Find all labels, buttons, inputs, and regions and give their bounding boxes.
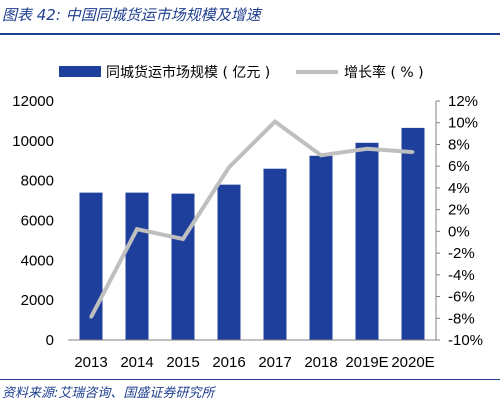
growth-point — [89, 315, 93, 319]
left-axis-ticks: 0 2000 4000 6000 8000 10000 12000 — [12, 93, 54, 349]
y-left-tick-label: 10000 — [12, 133, 54, 150]
y-left-tick-label: 0 — [46, 332, 54, 349]
source-divider — [0, 379, 500, 380]
bar — [263, 168, 287, 340]
legend-bar-label: 同城货运市场规模 ( 亿元 ) — [106, 64, 270, 81]
y-right-tick-label: 0% — [448, 223, 470, 240]
legend: 同城货运市场规模 ( 亿元 ) 增长率 ( % ) — [59, 64, 424, 81]
bars — [79, 127, 425, 340]
x-tick-label: 2016 — [212, 354, 245, 371]
y-right-tick-label: 8% — [448, 136, 470, 153]
legend-line-label: 增长率 ( % ) — [344, 64, 424, 81]
y-left-tick-label: 4000 — [21, 252, 54, 269]
x-tick-label: 2020E — [391, 354, 434, 371]
y-right-tick-label: -6% — [448, 289, 475, 306]
x-tick-label: 2019E — [345, 354, 388, 371]
source-note: 资料来源:艾瑞咨询、国盛证券研究所 — [2, 386, 215, 401]
growth-point — [365, 147, 369, 151]
bar — [217, 184, 241, 340]
growth-line-path — [89, 118, 414, 319]
growth-line — [89, 118, 415, 319]
y-right-tick-label: -8% — [448, 310, 475, 327]
y-right-tick-label: -2% — [448, 245, 475, 262]
x-tick-label: 2017 — [258, 354, 291, 371]
y-right-tick-label: -10% — [448, 332, 483, 349]
bar — [309, 155, 333, 340]
growth-point — [411, 150, 415, 154]
growth-point — [319, 153, 323, 157]
growth-point — [227, 165, 231, 169]
growth-point — [273, 120, 277, 124]
figure-title: 图表 42: 中国同城货运市场规模及增速 — [2, 6, 261, 24]
y-right-tick-label: 4% — [448, 180, 470, 197]
y-right-tick-label: 6% — [448, 158, 470, 175]
bar — [355, 142, 379, 340]
y-left-tick-label: 2000 — [21, 292, 54, 309]
right-axis-ticks: -10% -8% -6% -4% -2% 0% 2% 4% 6% 8% 10% 12% — [436, 93, 483, 349]
y-right-tick-label: 10% — [448, 115, 478, 132]
x-tick-label: 2018 — [304, 354, 337, 371]
y-right-tick-label: 2% — [448, 202, 470, 219]
y-right-tick-label: -4% — [448, 267, 475, 284]
y-left-tick-label: 8000 — [21, 173, 54, 190]
x-tick-label: 2014 — [120, 354, 153, 371]
x-tick-label: 2015 — [166, 354, 199, 371]
bar — [171, 193, 195, 340]
y-right-tick-label: 12% — [448, 93, 478, 110]
growth-point — [135, 227, 139, 231]
y-left-tick-label: 6000 — [21, 213, 54, 230]
growth-point — [181, 237, 185, 241]
axes — [68, 101, 437, 341]
x-tick-label: 2013 — [74, 354, 107, 371]
x-axis-ticks: 2013 2014 2015 2016 2017 2018 2019E 2020E — [74, 354, 434, 371]
bar — [401, 127, 425, 340]
bar — [125, 192, 149, 340]
legend-bar-swatch — [59, 66, 101, 77]
title-divider — [0, 33, 500, 35]
y-left-tick-label: 12000 — [12, 93, 54, 110]
